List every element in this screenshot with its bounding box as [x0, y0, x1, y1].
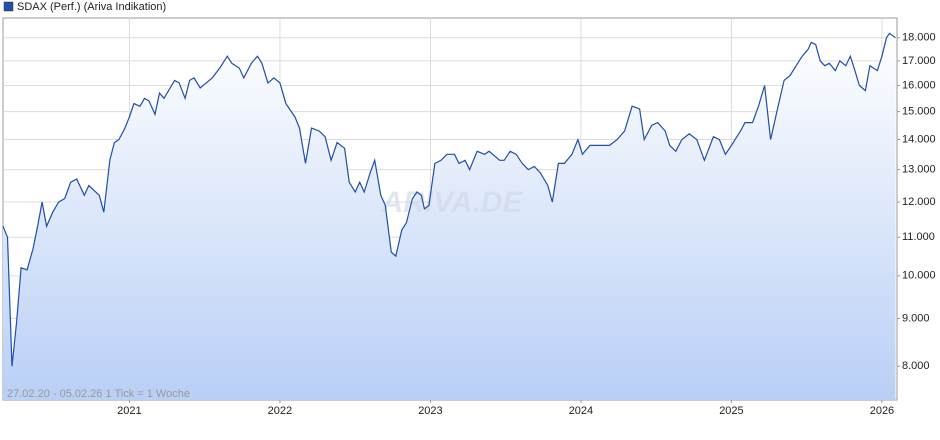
watermark: ARIVA.DE [380, 186, 523, 219]
y-tick-label: 8.000 [902, 360, 930, 372]
y-tick-label: 11.000 [902, 231, 935, 243]
y-tick-label: 14.000 [902, 133, 936, 145]
x-tick-label: 2026 [870, 405, 894, 417]
legend-label: SDAX (Perf.) (Ariva Indikation) [17, 1, 166, 13]
y-tick-label: 18.000 [902, 32, 936, 44]
x-tick-label: 2021 [117, 405, 141, 417]
x-tick-label: 2024 [569, 405, 593, 417]
y-tick-label: 9.000 [902, 312, 930, 324]
y-tick-label: 10.000 [902, 270, 936, 282]
y-tick-label: 12.000 [902, 196, 936, 208]
line [2, 32, 896, 367]
y-tick-label: 13.000 [902, 163, 936, 175]
legend-swatch [3, 1, 14, 12]
y-tick-label: 16.000 [902, 79, 936, 91]
y-tick-label: 17.000 [902, 55, 936, 67]
area [3, 33, 896, 401]
x-tick-label: 2023 [418, 405, 442, 417]
y-tick-label: 15.000 [902, 106, 936, 118]
footnote: 27.02.20 - 05.02.26 1 Tick = 1 Woche [7, 388, 190, 400]
x-tick-label: 2022 [268, 405, 292, 417]
x-tick-label: 2025 [719, 405, 743, 417]
